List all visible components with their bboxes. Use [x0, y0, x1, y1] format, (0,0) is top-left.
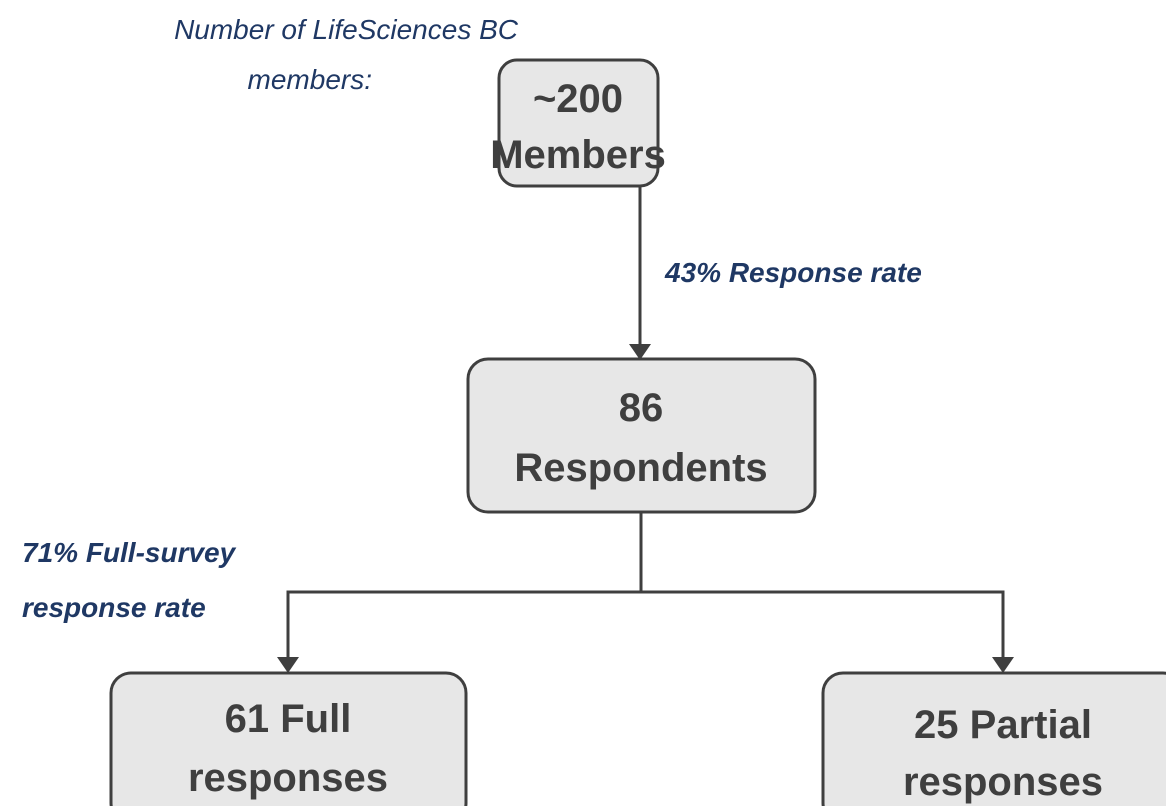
node-label: responses	[188, 756, 388, 800]
node-box	[109, 671, 468, 806]
arrowhead	[992, 657, 1014, 673]
node-label: ~200	[533, 77, 623, 121]
node-label: 61 Full	[225, 697, 352, 741]
node-label: Members	[490, 133, 666, 177]
node-box	[497, 58, 660, 188]
node-label: Respondents	[514, 446, 767, 490]
node-label: 86	[619, 386, 664, 430]
annotation: 43% Response rate	[664, 257, 922, 288]
annotation: 71% Full-survey	[22, 537, 237, 568]
node-label: responses	[903, 760, 1103, 804]
annotation: response rate	[22, 592, 206, 623]
node-box	[821, 671, 1166, 806]
annotation: members:	[248, 64, 372, 95]
arrowhead	[629, 344, 651, 360]
node-label: 25 Partial	[914, 703, 1092, 747]
connector	[286, 590, 1005, 660]
annotation: Number of LifeSciences BC	[174, 14, 519, 45]
node-box	[466, 357, 817, 514]
arrowhead	[277, 657, 299, 673]
